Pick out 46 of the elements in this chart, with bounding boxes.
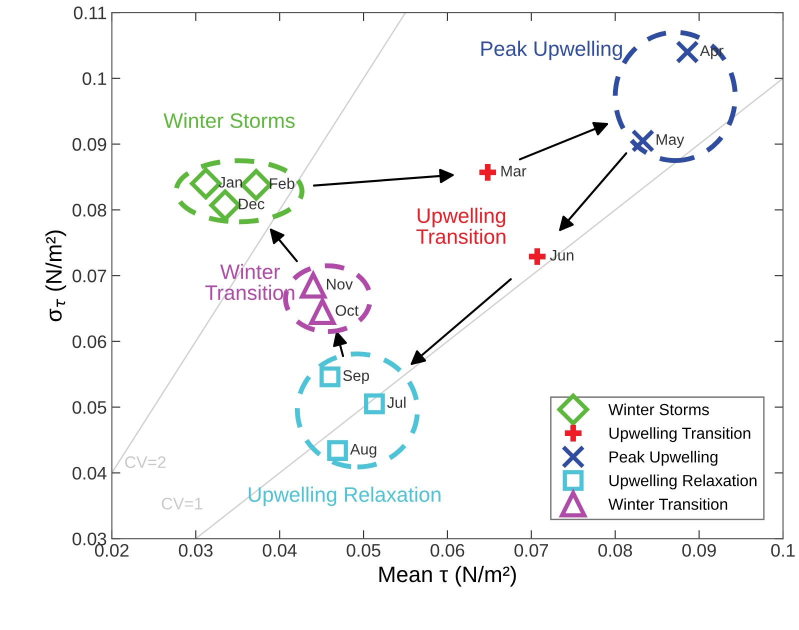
data-label: Aug <box>350 444 376 458</box>
x-tick-label: 0.06 <box>430 544 464 557</box>
x-tick-label: 0.1 <box>771 544 795 557</box>
y-tick-label: 0.06 <box>72 335 106 348</box>
legend-label: Peak Upwelling <box>610 450 718 466</box>
x-tick-label: 0.07 <box>514 544 548 557</box>
x-tick-label: 0.02 <box>94 544 129 557</box>
point <box>364 393 385 414</box>
y-tick-label: 0.04 <box>72 466 106 480</box>
point <box>528 248 546 265</box>
x-tick-label: 0.09 <box>682 544 716 557</box>
y-tick-label: 0.03 <box>72 532 106 546</box>
x-tick-label: 0.05 <box>346 544 380 557</box>
legend-label: Winter Transition <box>608 498 728 510</box>
y-tick-label: 0.08 <box>72 204 106 217</box>
annotation: Winter Transition <box>205 264 294 300</box>
annotation: Upwelling Transition <box>416 208 506 244</box>
y-tick-label: 0.1 <box>82 72 106 86</box>
y-tick-label: 0.09 <box>72 138 106 151</box>
data-label: Jun <box>550 250 574 261</box>
x-tick-label: 0.03 <box>178 544 213 557</box>
x-tick-label: 0.08 <box>598 544 632 557</box>
point <box>631 129 655 153</box>
y-tick-label: 0.07 <box>72 270 106 282</box>
data-label: Feb <box>270 178 294 189</box>
data-label: Jul <box>387 396 406 408</box>
data-label: May <box>656 134 684 148</box>
point <box>479 164 496 181</box>
legend-label: Upwelling Transition <box>610 427 750 442</box>
annotation: Peak Upwelling <box>481 40 622 60</box>
annotation: Upwelling Relaxation <box>248 486 440 506</box>
point <box>327 440 348 461</box>
data-label: Sep <box>343 370 370 384</box>
point <box>676 40 700 64</box>
legend-label: Upwelling Relaxation <box>610 474 756 490</box>
y-tick-label: 0.11 <box>74 6 106 20</box>
data-label: Mar <box>501 166 526 176</box>
point <box>320 366 340 388</box>
data-label: Oct <box>336 305 359 316</box>
x-tick-label: 0.04 <box>262 544 297 557</box>
legend-label: Winter Storms <box>608 404 709 416</box>
data-label: Nov <box>326 278 353 290</box>
y-tick-label: 0.05 <box>72 401 106 414</box>
annotation: Winter Storms <box>164 112 295 128</box>
x-axis-title: Mean τ (N/m²) <box>379 566 516 587</box>
y-axis-title: σ$_{τ}$ (N/m²) <box>45 230 66 322</box>
